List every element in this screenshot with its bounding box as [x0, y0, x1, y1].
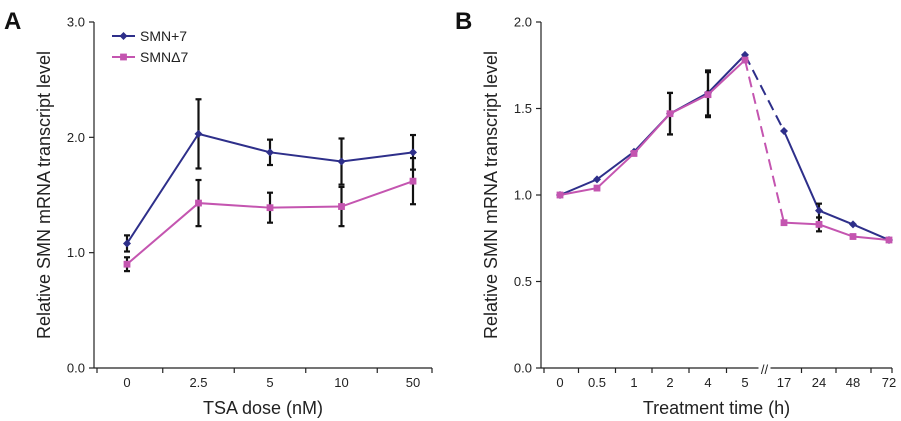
data-point	[815, 221, 823, 228]
x-tick-label: 5	[266, 375, 273, 390]
y-tick-label: 2.0	[67, 130, 85, 145]
data-point	[338, 203, 345, 210]
x-tick-label: 48	[846, 375, 860, 390]
y-tick-label: 0.0	[514, 361, 532, 376]
panel-letter: A	[4, 8, 21, 35]
data-point	[266, 204, 274, 212]
x-tick-label: 5	[741, 375, 748, 390]
legend-label: SMN+7	[140, 28, 187, 44]
y-tick-label: 2.0	[514, 15, 532, 30]
data-point	[630, 150, 638, 157]
legend-marker	[119, 32, 128, 40]
panel-a-chart: A 0.0 1.0 2.0 3.0 0 2.5 5 10 50 TSA dose (nM) Relat…	[4, 8, 433, 418]
data-point	[194, 129, 203, 138]
x-tick-label: 2.5	[189, 375, 207, 390]
data-point	[885, 236, 893, 244]
x-tick-label: 0	[123, 375, 130, 390]
y-axis-title: Relative SMN mRNA transcript level	[481, 51, 501, 339]
data-point	[666, 110, 674, 118]
x-axis-title: TSA dose (nM)	[203, 398, 323, 418]
y-axis-title: Relative SMN mRNA transcript level	[34, 51, 54, 339]
x-tick-label: 0.5	[588, 375, 606, 390]
axis-break-symbol: //	[761, 362, 769, 377]
series-line-dashed	[744, 59, 785, 223]
x-axis-title: Treatment time (h)	[643, 398, 790, 418]
data-point	[337, 157, 346, 166]
series-line	[559, 54, 746, 196]
data-point	[123, 239, 131, 248]
data-point	[815, 206, 823, 215]
legend-label: SMNΔ7	[140, 49, 188, 65]
data-point	[780, 126, 788, 135]
x-tick-label: 72	[882, 375, 896, 390]
data-point	[556, 191, 564, 199]
data-point	[593, 175, 601, 184]
data-point	[593, 184, 601, 192]
x-tick-label: 10	[334, 375, 348, 390]
x-tick-label: 50	[406, 375, 420, 390]
x-tick-label: 24	[812, 375, 826, 390]
data-point	[195, 199, 202, 207]
data-point	[849, 233, 857, 240]
series-line	[559, 59, 746, 196]
y-tick-label: 1.5	[514, 101, 532, 116]
data-point	[409, 148, 417, 157]
panel-letter: B	[455, 8, 472, 35]
x-tick-label: 1	[630, 375, 637, 390]
y-tick-label: 0.5	[514, 274, 532, 289]
data-point	[704, 91, 712, 99]
data-point	[741, 56, 749, 64]
series-line	[783, 130, 890, 241]
data-point	[123, 260, 131, 268]
data-point	[849, 220, 857, 229]
data-point	[266, 148, 274, 157]
x-tick-label: 2	[666, 375, 673, 390]
legend-marker	[120, 53, 127, 61]
y-tick-label: 3.0	[67, 15, 85, 30]
y-tick-label: 1.0	[514, 188, 532, 203]
y-tick-label: 1.0	[67, 245, 85, 260]
series-line-dashed	[744, 54, 785, 132]
x-tick-label: 4	[704, 375, 711, 390]
data-point	[780, 219, 788, 227]
x-tick-label: 0	[556, 375, 563, 390]
x-tick-label: 17	[777, 375, 791, 390]
y-tick-label: 0.0	[67, 361, 85, 376]
panel-b-chart: B//0.00.51.01.52.00 0.5 1 2 4 5 17 24 48 72Treatm…	[455, 8, 896, 418]
series-line	[783, 221, 890, 241]
data-point	[409, 177, 417, 185]
